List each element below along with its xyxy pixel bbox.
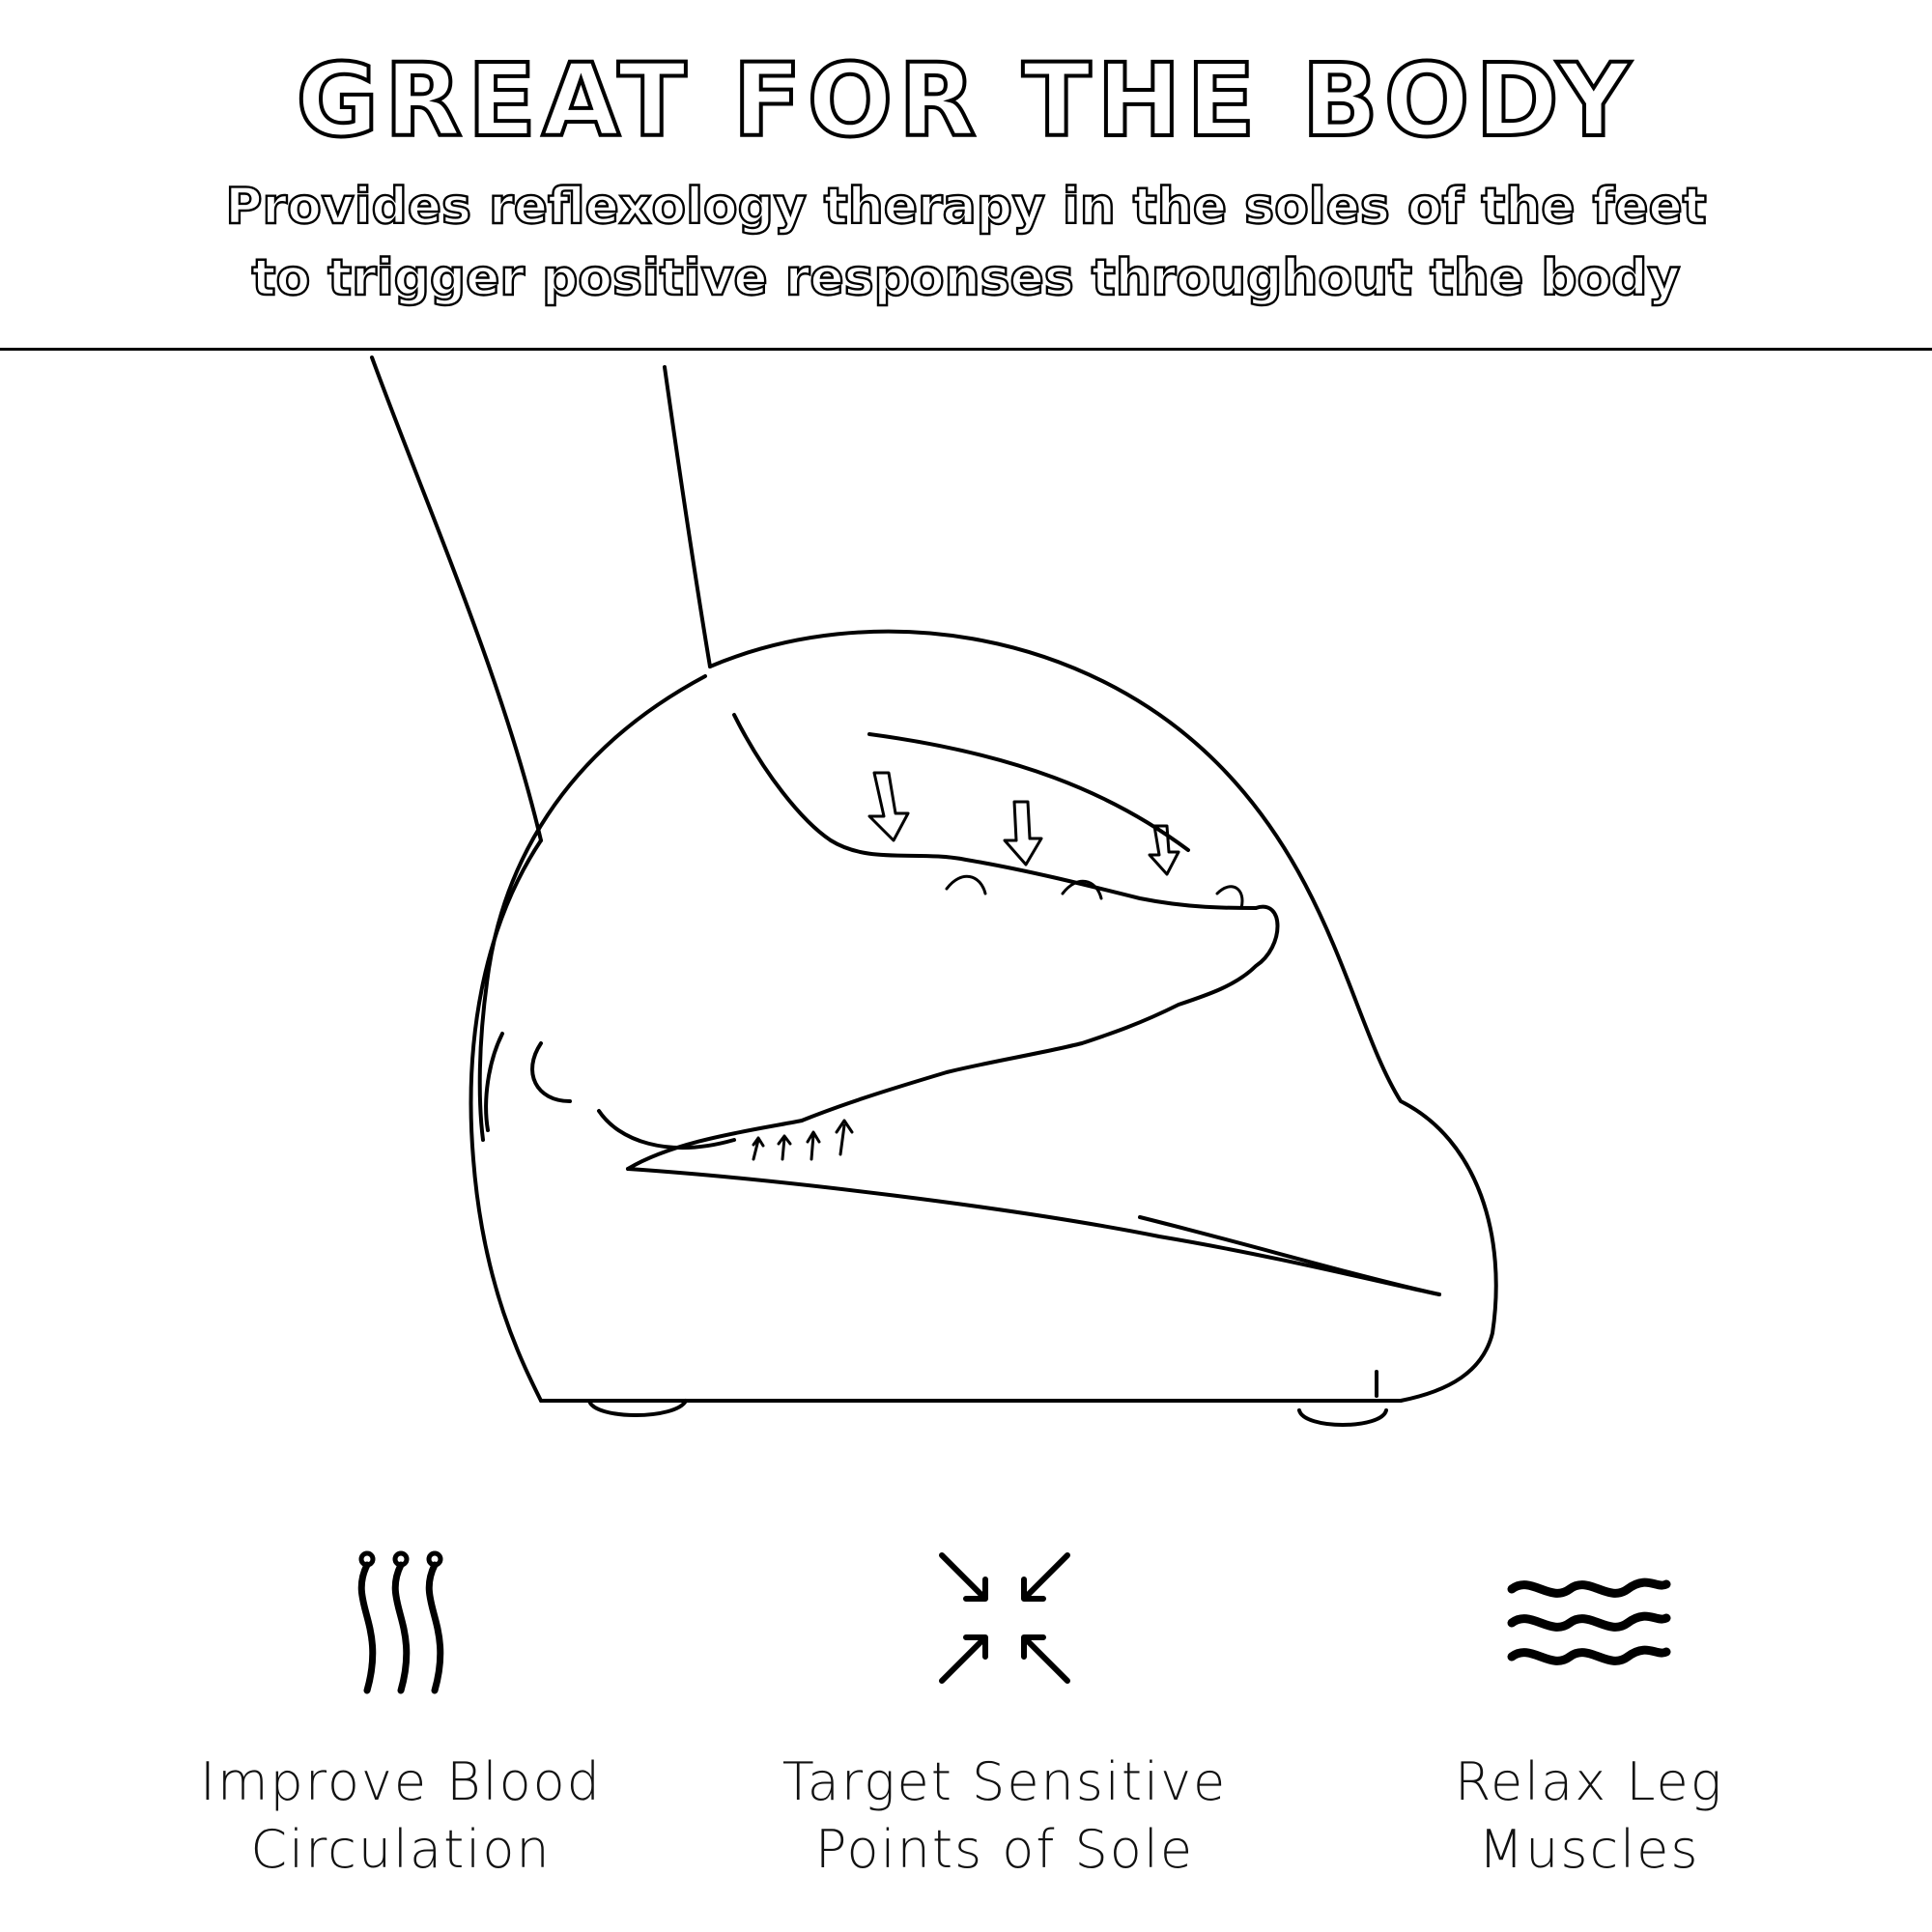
page-title: GREAT FOR THE BODY [295,42,1636,159]
feature-target-points: Target Sensitive Points of Sole [715,1546,1294,1880]
feature-relax-muscles: Relax Leg Muscles [1299,1546,1879,1880]
foot-massager-illustration [370,355,1498,1427]
header-divider [0,348,1932,351]
feature-1-line-1: Improve Blood [200,1751,602,1812]
heat-waves-icon [357,1550,444,1694]
subtitle-line-2: to trigger positive responses throughout… [250,249,1681,307]
feature-2-line-1: Target Sensitive [781,1751,1228,1812]
feature-3-line-2: Muscles [1478,1819,1700,1880]
feature-3-line-1: Relax Leg [1454,1751,1724,1812]
feature-blood-circulation: Improve Blood Circulation [111,1546,691,1880]
feature-2-line-2: Points of Sole [814,1819,1195,1880]
waves-icon [1507,1577,1671,1665]
feature-1-line-2: Circulation [250,1819,552,1880]
subtitle-line-1: Provides reflexology therapy in the sole… [224,178,1708,236]
arrows-inward-icon [939,1552,1070,1684]
